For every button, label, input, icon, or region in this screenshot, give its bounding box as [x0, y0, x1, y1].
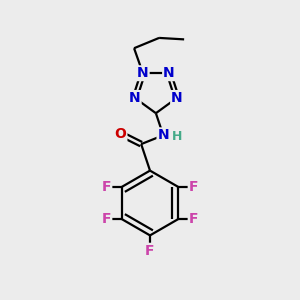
Text: N: N — [163, 66, 175, 80]
Text: N: N — [137, 66, 149, 80]
Text: H: H — [172, 130, 183, 143]
Text: F: F — [102, 212, 111, 226]
Text: F: F — [145, 244, 155, 258]
Text: O: O — [115, 127, 127, 141]
Text: F: F — [189, 180, 198, 194]
Text: F: F — [189, 212, 198, 226]
Text: F: F — [102, 180, 111, 194]
Text: N: N — [129, 91, 141, 105]
Text: N: N — [158, 128, 169, 142]
Text: N: N — [171, 91, 183, 105]
